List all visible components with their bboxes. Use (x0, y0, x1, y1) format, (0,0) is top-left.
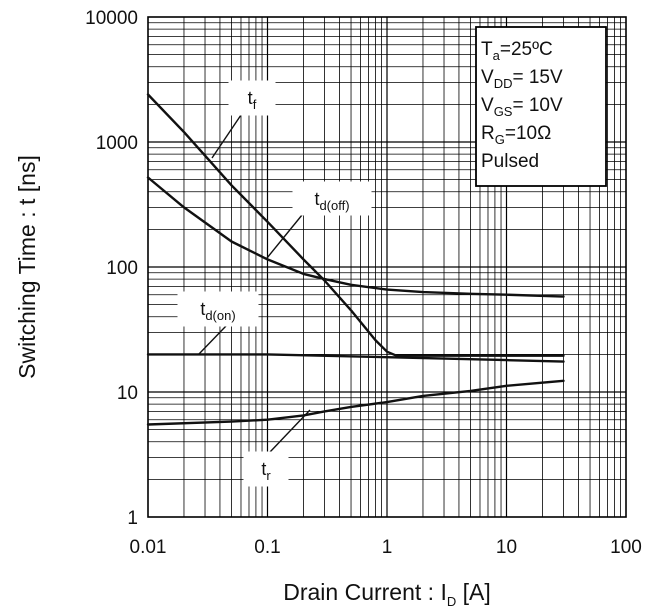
label-background (228, 80, 276, 116)
curve-label-text: td(off) (314, 189, 349, 213)
x-tick-label: 100 (610, 537, 642, 558)
curve-label-t_d(on): td(on) (177, 291, 259, 356)
condition-line: VGS= 10V (481, 95, 563, 119)
y-tick-label: 1 (127, 508, 138, 529)
curve-label-text: tr (261, 459, 271, 483)
curve-label-text: tf (248, 88, 257, 112)
label-background (292, 181, 372, 216)
series-line-t_d(off) (146, 176, 565, 298)
x-tick-label: 0.1 (254, 537, 280, 558)
condition-line: RG=10Ω (481, 123, 551, 147)
x-tick-labels: 0.01 0.1 1 10 100 (130, 537, 642, 558)
callout-line (266, 214, 303, 259)
series-line-t_d(on) (146, 353, 565, 363)
callout-line (269, 409, 311, 453)
x-axis-title: Drain Current : ID [A] (283, 579, 491, 609)
plot-frame (147, 16, 627, 518)
x-tick-label: 10 (496, 537, 517, 558)
y-tick-label: 10 (117, 383, 138, 404)
conditions-box-frame (475, 26, 607, 187)
curve-label-t_r: tr (243, 409, 311, 487)
label-background (243, 451, 289, 487)
x-tick-label: 1 (382, 537, 393, 558)
curve-label-t_f: tf (211, 80, 276, 159)
curves (146, 93, 565, 426)
callout-line (197, 325, 227, 356)
callout-line (211, 114, 242, 159)
y-axis-title: Switching Time : t [ns] (14, 155, 40, 379)
conditions-box: Ta=25ºC VDD= 15V VGS= 10V RG=10Ω Pulsed (475, 26, 607, 187)
y-tick-labels: 1 10 100 1000 10000 (85, 8, 138, 529)
label-background (177, 291, 259, 327)
condition-line: Ta=25ºC (481, 39, 553, 63)
y-tick-label: 10000 (85, 8, 138, 29)
curve-labels: tf td(off) td(on) tr (177, 80, 372, 487)
series-line-t_f (146, 93, 565, 357)
y-tick-label: 1000 (96, 133, 138, 154)
x-tick-label: 0.01 (130, 537, 167, 558)
y-tick-label: 100 (106, 258, 138, 279)
condition-line: Pulsed (481, 151, 539, 172)
curve-label-text: td(on) (200, 299, 235, 323)
conditions-lines: Ta=25ºC VDD= 15V VGS= 10V RG=10Ω Pulsed (481, 39, 563, 172)
curve-label-t_d(off): td(off) (266, 181, 372, 259)
condition-line: VDD= 15V (481, 67, 563, 91)
series-line-t_r (146, 379, 565, 426)
